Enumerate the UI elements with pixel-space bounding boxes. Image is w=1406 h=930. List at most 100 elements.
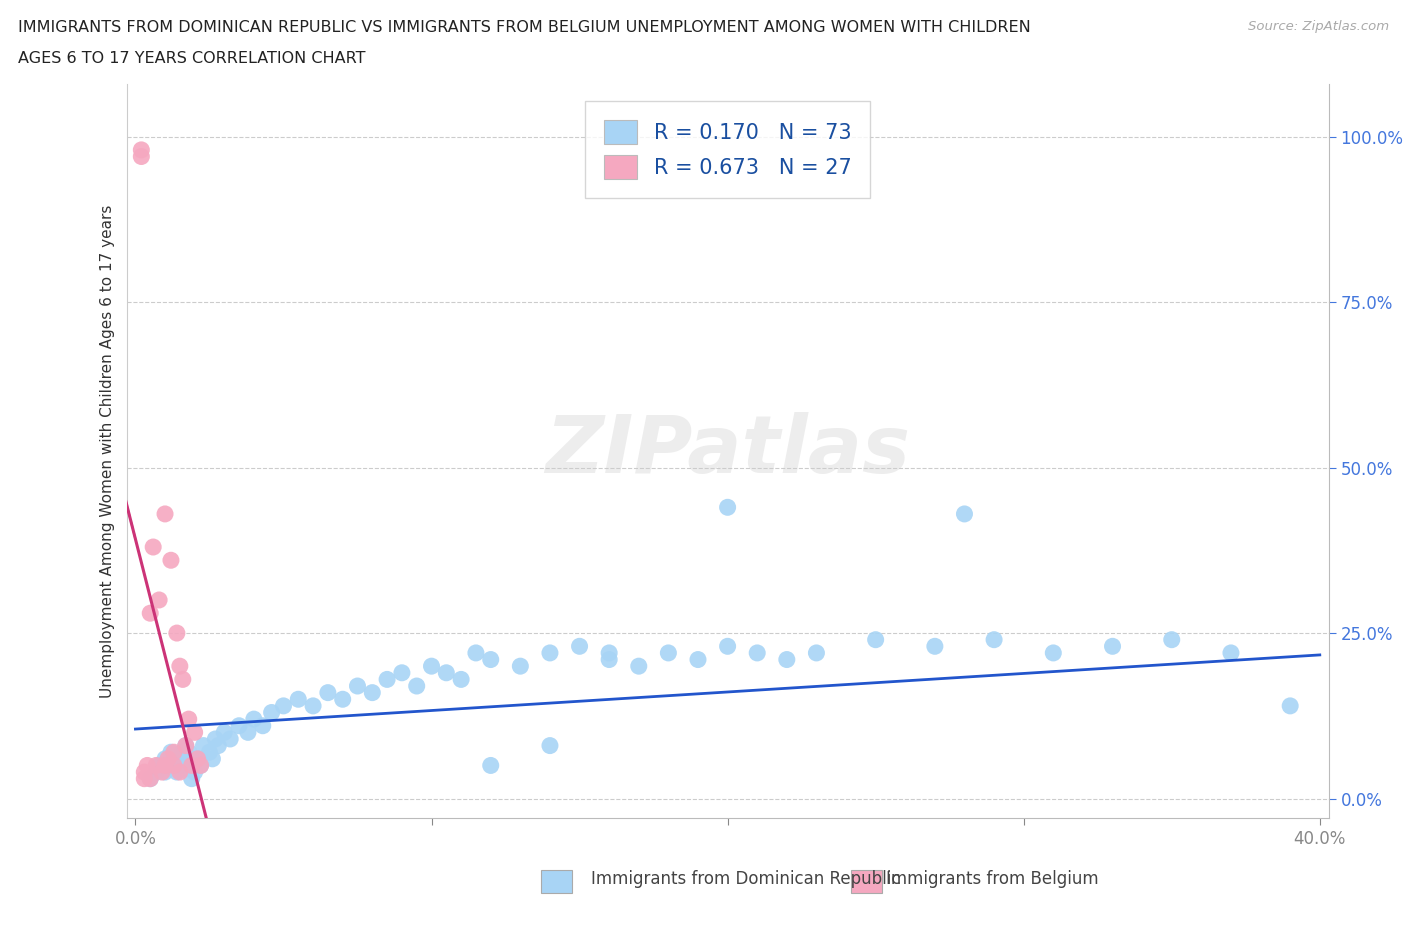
Point — [131, 142, 153, 157]
Point — [177, 745, 200, 760]
Point — [156, 758, 179, 773]
Point — [204, 732, 226, 747]
Point — [183, 764, 205, 779]
Point — [134, 764, 156, 779]
Point — [153, 758, 176, 773]
Point — [953, 507, 976, 522]
Point — [174, 738, 197, 753]
Point — [332, 692, 354, 707]
Point — [160, 552, 183, 567]
Point — [177, 758, 200, 773]
Point — [163, 758, 186, 773]
Point — [134, 771, 156, 786]
Y-axis label: Unemployment Among Women with Children Ages 6 to 17 years: Unemployment Among Women with Children A… — [100, 205, 115, 698]
Point — [166, 626, 188, 641]
Point — [160, 745, 183, 760]
Point — [538, 738, 561, 753]
Point — [1160, 632, 1182, 647]
Point — [190, 758, 212, 773]
Point — [153, 751, 176, 766]
Point — [150, 758, 173, 773]
Point — [479, 652, 502, 667]
Point — [148, 592, 170, 607]
Point — [243, 711, 266, 726]
Text: Source: ZipAtlas.com: Source: ZipAtlas.com — [1249, 20, 1389, 33]
Point — [153, 507, 176, 522]
Point — [163, 745, 186, 760]
Point — [686, 652, 709, 667]
Point — [190, 758, 212, 773]
Point — [509, 658, 531, 673]
Point — [183, 724, 205, 739]
Point — [131, 149, 153, 164]
Text: Immigrants from Dominican Republic: Immigrants from Dominican Republic — [591, 870, 900, 888]
Point — [177, 711, 200, 726]
Point — [136, 758, 159, 773]
Point — [228, 718, 250, 733]
Point — [180, 771, 202, 786]
Point — [405, 679, 427, 694]
Point — [252, 718, 274, 733]
Point — [169, 764, 191, 779]
Legend: R = 0.170   N = 73, R = 0.673   N = 27: R = 0.170 N = 73, R = 0.673 N = 27 — [585, 101, 870, 197]
Point — [1220, 645, 1243, 660]
Point — [150, 764, 173, 779]
Point — [145, 758, 167, 773]
Point — [627, 658, 650, 673]
Point — [260, 705, 283, 720]
Point — [464, 645, 486, 660]
Point — [212, 724, 235, 739]
Point — [139, 771, 162, 786]
Point — [806, 645, 828, 660]
Point — [169, 758, 191, 773]
Point — [346, 679, 368, 694]
Point — [198, 745, 221, 760]
Point — [193, 738, 215, 753]
Point — [776, 652, 799, 667]
Point — [316, 685, 339, 700]
Point — [716, 499, 740, 514]
Point — [169, 658, 191, 673]
Point — [174, 738, 197, 753]
Text: Immigrants from Belgium: Immigrants from Belgium — [886, 870, 1098, 888]
Point — [219, 732, 242, 747]
Point — [1042, 645, 1064, 660]
Point — [1279, 698, 1302, 713]
Point — [153, 764, 176, 779]
Point — [391, 665, 413, 680]
Point — [172, 745, 194, 760]
Point — [434, 665, 457, 680]
Point — [236, 724, 259, 739]
Point — [865, 632, 887, 647]
Point — [568, 639, 591, 654]
Point — [361, 685, 384, 700]
Point — [287, 692, 309, 707]
Point — [148, 758, 170, 773]
Point — [450, 672, 472, 687]
Point — [479, 758, 502, 773]
Point — [201, 751, 224, 766]
Point — [145, 764, 167, 779]
Point — [598, 652, 620, 667]
Text: ZIPatlas: ZIPatlas — [546, 412, 910, 490]
Point — [1101, 639, 1123, 654]
Point — [538, 645, 561, 660]
Point — [375, 672, 398, 687]
Point — [172, 672, 194, 687]
Text: AGES 6 TO 17 YEARS CORRELATION CHART: AGES 6 TO 17 YEARS CORRELATION CHART — [18, 51, 366, 66]
Point — [273, 698, 295, 713]
Point — [180, 758, 202, 773]
Point — [716, 639, 740, 654]
Text: IMMIGRANTS FROM DOMINICAN REPUBLIC VS IMMIGRANTS FROM BELGIUM UNEMPLOYMENT AMONG: IMMIGRANTS FROM DOMINICAN REPUBLIC VS IM… — [18, 20, 1031, 35]
Point — [420, 658, 443, 673]
Point — [302, 698, 325, 713]
Point — [187, 751, 209, 766]
Point — [180, 751, 202, 766]
Point — [924, 639, 946, 654]
Point — [166, 764, 188, 779]
Point — [172, 751, 194, 766]
Point — [142, 539, 165, 554]
Point — [598, 645, 620, 660]
Point — [169, 751, 191, 766]
Point — [207, 738, 229, 753]
